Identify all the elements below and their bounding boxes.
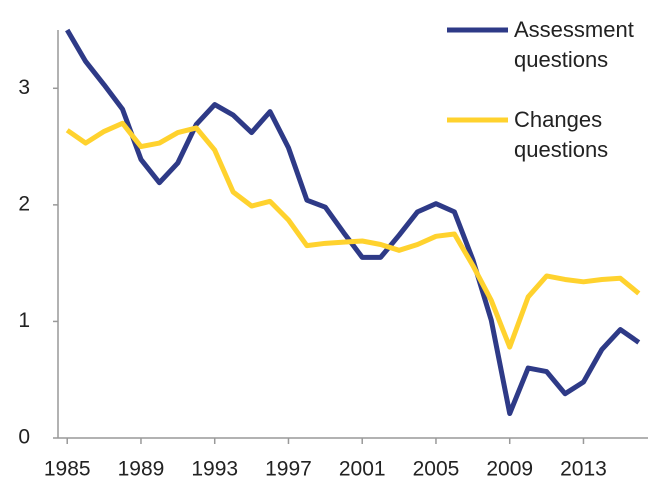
x-tick-label: 1993 [191, 458, 238, 481]
y-tick-label: 3 [18, 76, 30, 99]
series-line [65, 120, 641, 350]
x-tick-label: 1989 [118, 458, 165, 481]
x-tick-label: 1997 [265, 458, 312, 481]
y-tick-label: 1 [18, 309, 30, 332]
x-tick-label: 2001 [339, 458, 386, 481]
y-tick-label: 2 [18, 192, 30, 215]
x-tick-label: 2009 [486, 458, 533, 481]
y-tick-label: 0 [18, 426, 30, 449]
series-line [65, 28, 641, 417]
legend-label: Changes questions [514, 107, 609, 162]
x-tick-label: 2013 [560, 458, 607, 481]
x-tick-label: 2005 [413, 458, 460, 481]
x-tick-label: 1985 [44, 458, 91, 481]
legend-label: Assessment questions [514, 17, 634, 72]
